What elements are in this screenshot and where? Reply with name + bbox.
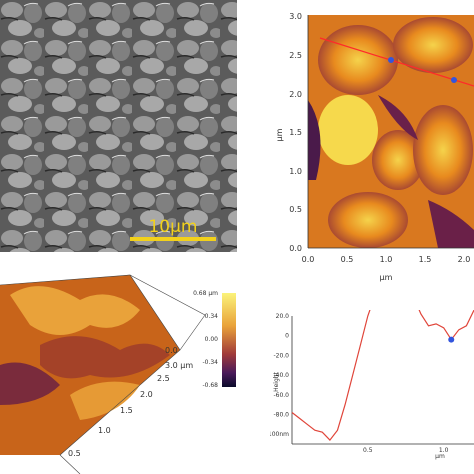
y-tick-label: -40.0	[273, 372, 289, 379]
height-profile-chart: 20.0 0 -20.0 -40.0 -60.0 -80.0 -100nm 0.5 1.0 H…	[270, 310, 474, 460]
svg-text:1.0: 1.0	[98, 426, 111, 435]
y-ticks: 0.0 0.5 1.0 1.5 2.0 2.5 3.0	[289, 12, 302, 253]
afm-height-map: 0.0 0.5 1.0 1.5 2.0 2.5 3.0 μm 0.0 0.5 1…	[275, 12, 474, 282]
axis-ticks: 0.0 3.0 μm 2.5 2.0 1.5 1.0 0.5	[68, 346, 193, 458]
svg-text:1.0: 1.0	[380, 255, 393, 264]
svg-text:3.0 μm: 3.0 μm	[165, 361, 193, 370]
svg-text:0.00: 0.00	[205, 336, 219, 343]
svg-text:0.5: 0.5	[341, 255, 354, 264]
x-tick-labels: 0.5 1.0	[363, 447, 449, 454]
y-tick-label: -100nm	[270, 431, 289, 438]
svg-text:3.0: 3.0	[289, 12, 302, 21]
x-axis-unit: μm	[380, 273, 393, 282]
svg-text:0.5: 0.5	[68, 449, 81, 458]
svg-text:2.0: 2.0	[140, 390, 153, 399]
svg-text:0.5: 0.5	[289, 205, 302, 214]
scale-bar-label: 10μm	[148, 217, 197, 237]
svg-text:-0.34: -0.34	[202, 359, 218, 366]
y-axis-unit: μm	[275, 128, 284, 141]
y-tick-label: -60.0	[273, 392, 289, 399]
colorbar-ticks: 0.68 μm 0.34 0.00 -0.34 -0.68	[193, 290, 218, 389]
colorbar	[222, 293, 236, 387]
profile-marker	[388, 57, 394, 63]
svg-text:1.5: 1.5	[289, 128, 302, 137]
scale-bar	[130, 237, 216, 241]
svg-text:-0.68: -0.68	[202, 382, 218, 389]
profile-marker	[451, 77, 457, 83]
svg-text:2.0: 2.0	[289, 90, 302, 99]
svg-text:1.5: 1.5	[120, 406, 133, 415]
afm-3d-surface: 0.68 μm 0.34 0.00 -0.34 -0.68 0.0 3.0 μm…	[0, 274, 236, 474]
y-tick-label: 20.0	[276, 313, 290, 320]
x-tick-label: 0.5	[363, 447, 373, 454]
svg-text:0.0: 0.0	[302, 255, 315, 264]
x-tick-label: 1.0	[439, 447, 449, 454]
sem-micrograph: 10μm	[0, 0, 237, 252]
svg-text:2.0: 2.0	[458, 255, 471, 264]
svg-text:2.5: 2.5	[289, 51, 302, 60]
svg-text:0.0: 0.0	[289, 244, 302, 253]
profile-series-line	[291, 310, 474, 442]
y-tick-labels: 20.0 0 -20.0 -40.0 -60.0 -80.0 -100nm	[270, 313, 289, 438]
profile-line	[319, 37, 474, 87]
y-axis-label: Height	[273, 371, 280, 391]
y-tick-label: -80.0	[273, 411, 289, 418]
y-tick-label: 0	[285, 333, 289, 340]
x-ticks: 0.0 0.5 1.0 1.5 2.0	[302, 255, 471, 264]
svg-text:1.5: 1.5	[419, 255, 432, 264]
y-tick-label: -20.0	[273, 352, 289, 359]
svg-text:2.5: 2.5	[157, 374, 170, 383]
svg-text:0.68 μm: 0.68 μm	[193, 290, 218, 297]
x-axis-label: μm	[435, 453, 445, 460]
svg-text:1.0: 1.0	[289, 167, 302, 176]
svg-text:0.34: 0.34	[205, 313, 219, 320]
profile-marker	[448, 336, 455, 343]
svg-text:0.0: 0.0	[165, 346, 178, 355]
